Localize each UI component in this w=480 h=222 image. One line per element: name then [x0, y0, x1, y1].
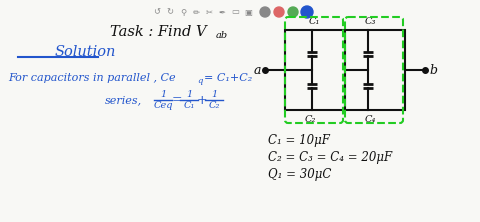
Text: C₁: C₁: [183, 101, 195, 110]
Text: =: =: [172, 93, 182, 107]
Text: For capacitors in parallel , Ce: For capacitors in parallel , Ce: [8, 73, 176, 83]
Text: C₁: C₁: [308, 17, 320, 26]
Text: C₂: C₂: [304, 115, 316, 124]
Text: ↻: ↻: [167, 8, 173, 16]
Text: Q₁ = 30μC: Q₁ = 30μC: [268, 168, 331, 180]
Text: +: +: [197, 93, 207, 107]
Text: C₂ = C₃ = C₄ = 20μF: C₂ = C₃ = C₄ = 20μF: [268, 151, 392, 163]
Text: ⚲: ⚲: [180, 8, 186, 16]
Circle shape: [288, 7, 298, 17]
Text: C₂: C₂: [208, 101, 220, 110]
Text: b: b: [429, 63, 437, 77]
Text: ▣: ▣: [244, 8, 252, 16]
Text: 1: 1: [186, 90, 192, 99]
Bar: [285, 30, 405, 110]
Text: a: a: [253, 63, 261, 77]
Circle shape: [260, 7, 270, 17]
Text: ab: ab: [216, 32, 228, 40]
Text: ↺: ↺: [154, 8, 160, 16]
Text: C₁ = 10μF: C₁ = 10μF: [268, 133, 330, 147]
Text: 1: 1: [160, 90, 166, 99]
Text: C₄: C₄: [364, 115, 376, 124]
Text: Solution: Solution: [55, 45, 116, 59]
Text: = C₁+C₂: = C₁+C₂: [204, 73, 252, 83]
Circle shape: [301, 6, 313, 18]
Circle shape: [274, 7, 284, 17]
Text: ✒: ✒: [218, 8, 226, 16]
Text: C₃: C₃: [364, 17, 376, 26]
Text: series,: series,: [105, 95, 142, 105]
Text: Ceq: Ceq: [153, 101, 173, 110]
Text: ✏: ✏: [192, 8, 200, 16]
Text: ▭: ▭: [231, 8, 239, 16]
Text: 1: 1: [211, 90, 217, 99]
Text: ✂: ✂: [205, 8, 213, 16]
Text: Task : Find V: Task : Find V: [110, 25, 206, 39]
Text: q: q: [197, 77, 203, 85]
